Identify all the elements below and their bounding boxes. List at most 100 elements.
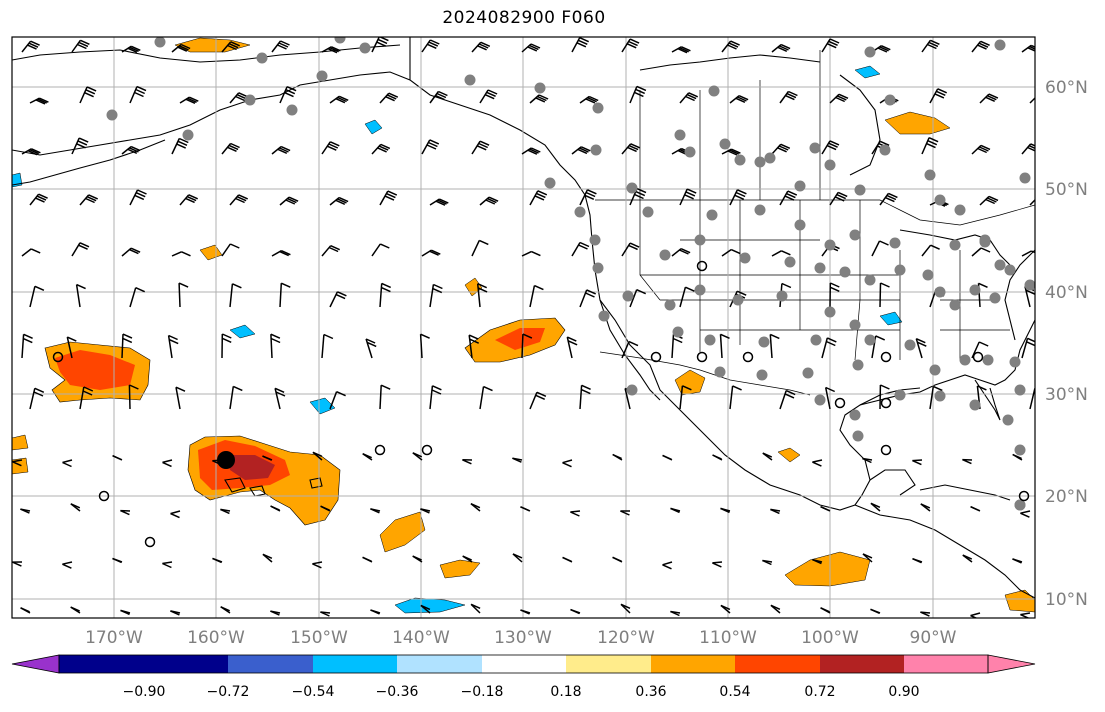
wind-barb-flag bbox=[435, 200, 446, 206]
wind-barb-flag bbox=[376, 41, 387, 47]
wind-barb bbox=[379, 385, 382, 410]
wind-barb bbox=[365, 338, 373, 359]
wind-barb-flag bbox=[835, 96, 846, 103]
wind-barb-flag bbox=[79, 242, 90, 248]
wind-barb-flag bbox=[381, 286, 391, 293]
lat-label: 60°N bbox=[1045, 78, 1088, 98]
wind-barb-flag bbox=[30, 248, 41, 254]
station-dot bbox=[764, 152, 776, 164]
wind-barb-flag bbox=[634, 193, 644, 200]
wind-barb-flag bbox=[137, 189, 147, 195]
station-dot bbox=[849, 229, 861, 241]
wind-barb bbox=[679, 385, 684, 410]
wind-barb-flag bbox=[681, 46, 691, 52]
wind-barb-flag bbox=[836, 95, 847, 101]
wind-barb bbox=[566, 336, 573, 359]
wind-barb-flag bbox=[280, 40, 290, 46]
wind-barb bbox=[62, 561, 73, 565]
station-dot bbox=[959, 354, 971, 366]
station-dot bbox=[979, 234, 991, 246]
station-dot bbox=[839, 266, 851, 278]
wind-barb-flag bbox=[531, 250, 541, 257]
us-mexico-border bbox=[599, 351, 811, 396]
wind-barb-flag bbox=[537, 190, 548, 196]
wind-barb-flag bbox=[828, 40, 838, 46]
station-dot bbox=[904, 339, 916, 351]
shade-blue bbox=[394, 597, 466, 614]
wind-barb-flag bbox=[135, 192, 146, 198]
wind-barb-flag bbox=[23, 333, 33, 339]
station-dot bbox=[626, 182, 638, 194]
wind-barb bbox=[79, 386, 85, 410]
wind-barb bbox=[915, 338, 923, 359]
wind-barb-flag bbox=[230, 41, 241, 47]
wind-barb-flag bbox=[329, 47, 340, 53]
wind-barb bbox=[671, 334, 675, 359]
colorbar-bin bbox=[904, 655, 988, 673]
wind-barb-flag bbox=[62, 461, 72, 468]
wind-barb-flag bbox=[420, 604, 431, 611]
wind-barb-flag bbox=[980, 40, 990, 46]
wind-barb-flag bbox=[536, 391, 547, 397]
wind-barb-flag bbox=[1027, 337, 1035, 343]
wind-barb-flag bbox=[785, 94, 795, 101]
wind-barb bbox=[729, 385, 734, 410]
wind-barb bbox=[171, 138, 180, 155]
station-dot bbox=[739, 252, 751, 264]
wind-barb-flag bbox=[262, 455, 272, 461]
wind-barb-flag bbox=[770, 604, 781, 610]
wind-barb bbox=[921, 137, 930, 155]
wind-barb-flag bbox=[30, 40, 40, 46]
station-dot bbox=[592, 102, 604, 114]
station-dot bbox=[244, 94, 256, 106]
wind-barb-flag bbox=[279, 147, 289, 153]
wind-barb-flag bbox=[487, 89, 498, 95]
station-dot bbox=[864, 46, 876, 58]
wind-barb-flag bbox=[829, 282, 840, 288]
wind-barb-flag bbox=[826, 337, 837, 343]
wind-barb-flag bbox=[636, 187, 647, 194]
wind-barb-flag bbox=[370, 609, 380, 615]
wind-barb-flag bbox=[381, 282, 392, 289]
wind-barb-flag bbox=[485, 199, 496, 205]
wind-barb bbox=[279, 86, 288, 104]
lon-label: 170°W bbox=[85, 628, 143, 648]
wind-barb-flag bbox=[962, 458, 972, 465]
wind-barb-flag bbox=[281, 250, 291, 256]
wind-barb-flag bbox=[926, 142, 936, 149]
great-lakes bbox=[899, 229, 1011, 266]
wind-barb bbox=[624, 388, 631, 410]
calm-station-ring bbox=[52, 351, 64, 363]
wind-barb-flag bbox=[477, 45, 487, 51]
wind-barb bbox=[29, 388, 36, 410]
station-dot bbox=[756, 369, 768, 381]
wind-barb-flag bbox=[677, 48, 688, 54]
wind-barb-flag bbox=[323, 333, 334, 340]
wind-barb-flag bbox=[122, 333, 133, 339]
colorbar-tick-label: −0.54 bbox=[292, 684, 335, 700]
wind-barb bbox=[1021, 250, 1032, 257]
wind-barb-flag bbox=[920, 503, 931, 509]
wind-barb bbox=[579, 189, 589, 206]
wind-barb-flag bbox=[377, 38, 388, 45]
wind-barb-flag bbox=[185, 197, 195, 204]
wind-barb-flag bbox=[76, 143, 86, 149]
wind-barb-flag bbox=[31, 148, 41, 154]
station-dot bbox=[810, 334, 822, 346]
wind-barb-flag bbox=[412, 555, 423, 561]
colorbar-tick-label: −0.36 bbox=[376, 684, 419, 700]
station-dot bbox=[929, 364, 941, 376]
wind-barb-flag bbox=[534, 195, 545, 201]
wind-barb-flag bbox=[786, 92, 797, 99]
wind-barb-flag bbox=[530, 147, 541, 153]
wind-barb-flag bbox=[288, 196, 299, 202]
wind-barb-flag bbox=[786, 192, 796, 199]
wind-barb-flag bbox=[730, 40, 740, 46]
station-dot bbox=[704, 334, 716, 346]
station-dot bbox=[854, 184, 866, 196]
wind-barb-flag bbox=[915, 338, 926, 344]
wind-barb-flag bbox=[420, 333, 430, 339]
station-dot bbox=[824, 306, 836, 318]
wind-barb-flag bbox=[670, 610, 680, 617]
wind-barb-flag bbox=[912, 558, 922, 564]
